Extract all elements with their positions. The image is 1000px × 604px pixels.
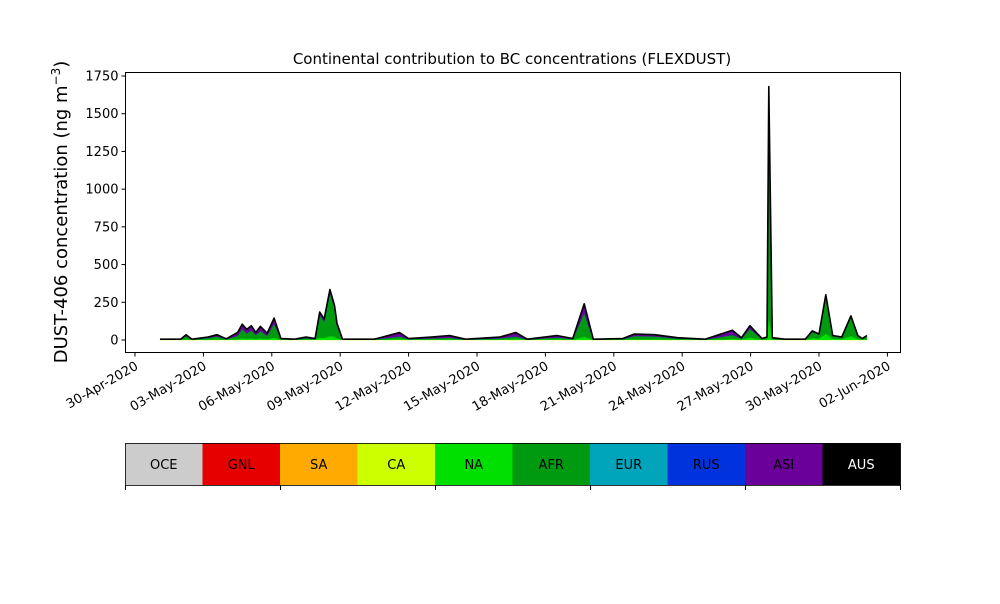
x-tick-label: 30-May-2020 bbox=[743, 359, 825, 415]
y-tick-label: 250 bbox=[94, 296, 119, 311]
legend-colorbar: OCE GNL SA CA NA AFR EUR RUS ASI AUS bbox=[125, 443, 901, 490]
stacked-areas bbox=[160, 87, 867, 340]
y-tick-label: 1000 bbox=[85, 183, 118, 198]
legend-label-na: NA bbox=[464, 458, 483, 473]
y-axis-label-main: DUST-406 concentration (ng m bbox=[51, 85, 72, 363]
chart-title: Continental contribution to BC concentra… bbox=[293, 50, 731, 68]
x-axis-ticks: 30-Apr-202003-May-202006-May-202009-May-… bbox=[64, 353, 894, 415]
x-tick-label: 24-May-2020 bbox=[607, 359, 689, 415]
y-tick-label: 500 bbox=[94, 258, 119, 273]
y-axis-label-close: ) bbox=[51, 61, 72, 68]
legend-label-aus: AUS bbox=[848, 458, 875, 473]
plot-frame bbox=[126, 73, 901, 353]
x-tick-label: 06-May-2020 bbox=[196, 359, 278, 415]
x-tick-label: 03-May-2020 bbox=[128, 359, 210, 415]
y-axis-label-exponent: −3 bbox=[49, 68, 63, 86]
legend-label-ca: CA bbox=[387, 458, 405, 473]
x-tick-label: 09-May-2020 bbox=[265, 359, 347, 415]
legend-label-eur: EUR bbox=[615, 458, 642, 473]
legend-label-rus: RUS bbox=[693, 458, 720, 473]
x-tick-label: 12-May-2020 bbox=[333, 359, 415, 415]
total-outline bbox=[160, 87, 867, 340]
y-tick-label: 750 bbox=[94, 220, 119, 235]
x-tick-label: 15-May-2020 bbox=[401, 359, 483, 415]
y-tick-label: 1750 bbox=[85, 70, 118, 85]
y-tick-label: 0 bbox=[110, 334, 118, 349]
y-tick-label: 1250 bbox=[85, 145, 118, 160]
y-axis-label: DUST-406 concentration (ng m−3) bbox=[49, 61, 72, 364]
area-rus bbox=[160, 91, 867, 340]
x-tick-label: 27-May-2020 bbox=[675, 359, 757, 415]
x-tick-label: 18-May-2020 bbox=[470, 359, 552, 415]
y-tick-label: 1500 bbox=[85, 107, 118, 122]
legend-label-asi: ASI bbox=[773, 458, 794, 473]
x-tick-label: 02-Jun-2020 bbox=[817, 359, 894, 412]
area-afr bbox=[160, 91, 867, 340]
legend-label-sa: SA bbox=[310, 458, 327, 473]
x-tick-label: 21-May-2020 bbox=[538, 359, 620, 415]
area-asi bbox=[160, 87, 867, 340]
legend-label-oce: OCE bbox=[150, 458, 178, 473]
legend-label-afr: AFR bbox=[539, 458, 564, 473]
y-axis-ticks: 0 250 500 750 1000 1250 1500 1750 bbox=[85, 70, 125, 349]
legend-label-gnl: GNL bbox=[228, 458, 256, 473]
